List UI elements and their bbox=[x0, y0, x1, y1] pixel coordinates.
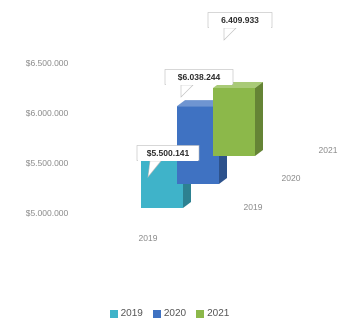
callout-tail bbox=[223, 27, 237, 41]
bar-2021 bbox=[213, 82, 263, 156]
data-labels: $5.500.141 $6.038.244 6.409.933 bbox=[136, 12, 273, 179]
data-label-text: 6.409.933 bbox=[221, 15, 259, 25]
bar-side bbox=[255, 82, 263, 156]
bars bbox=[141, 82, 263, 208]
callout-tail bbox=[180, 84, 194, 98]
callout-mask bbox=[138, 159, 198, 161]
y-tick-label: $6.000.000 bbox=[26, 108, 69, 118]
data-label-text: $5.500.141 bbox=[147, 148, 190, 158]
legend-swatch-2021 bbox=[196, 309, 205, 318]
legend-item-2019: 2019 bbox=[109, 308, 143, 319]
y-tick-label: $6.500.000 bbox=[26, 58, 69, 68]
callout-mask bbox=[209, 26, 271, 28]
data-label-2021: 6.409.933 bbox=[207, 12, 273, 41]
bar-chart: $5.000.000 $5.500.000 $6.000.000 $6.500.000… bbox=[26, 12, 338, 243]
legend-item-2021: 2021 bbox=[196, 308, 229, 319]
data-label-2020: $6.038.244 bbox=[164, 69, 234, 98]
legend-label-2021: 2021 bbox=[207, 308, 230, 319]
legend-label-2020: 2020 bbox=[163, 308, 187, 319]
category-label: 2019 bbox=[139, 233, 158, 243]
category-label: 2021 bbox=[319, 145, 338, 155]
bar-front bbox=[177, 106, 219, 184]
data-label-2019: $5.500.141 bbox=[136, 145, 200, 179]
legend-item-2020: 2020 bbox=[152, 308, 187, 319]
category-label: 2020 bbox=[282, 173, 301, 183]
y-tick-label: $5.500.000 bbox=[26, 158, 69, 168]
legend-label-2019: 2019 bbox=[120, 308, 143, 319]
legend-swatch-2020 bbox=[152, 309, 161, 318]
category-label: 2019 bbox=[244, 202, 263, 212]
legend: 2019 2020 2021 bbox=[0, 308, 339, 319]
legend-swatch-2019 bbox=[109, 309, 118, 318]
depth-axis-labels: 2019 2019 2020 2021 bbox=[139, 145, 338, 243]
bar-front bbox=[141, 157, 183, 208]
y-tick-label: $5.000.000 bbox=[26, 208, 69, 218]
y-axis: $5.000.000 $5.500.000 $6.000.000 $6.500.000 bbox=[26, 58, 69, 218]
bar-front bbox=[213, 88, 255, 156]
callout-mask bbox=[166, 83, 232, 85]
data-label-text: $6.038.244 bbox=[178, 72, 221, 82]
